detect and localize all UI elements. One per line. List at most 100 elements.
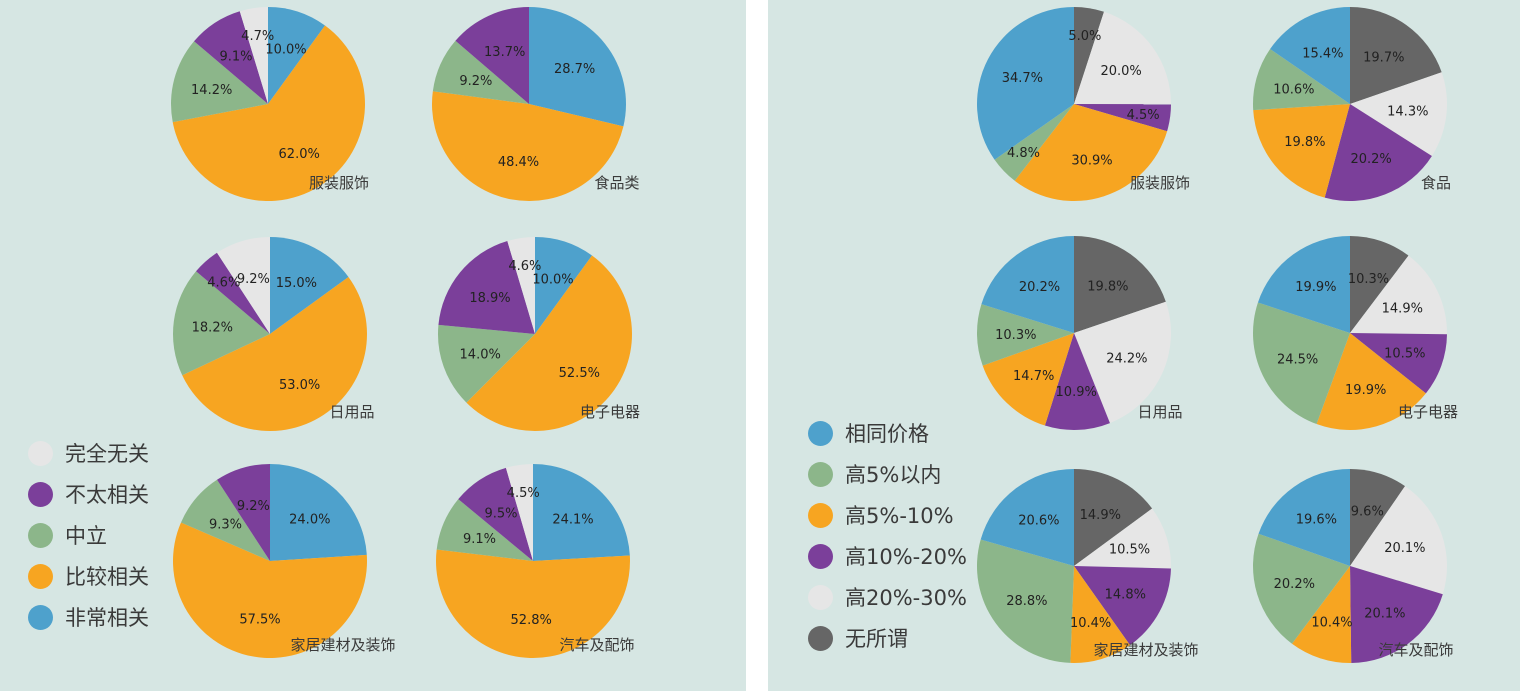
slice-data-label: 20.2% — [1274, 577, 1315, 592]
legend-item: 不太相关 — [28, 479, 149, 509]
slice-data-label: 10.5% — [1109, 543, 1150, 558]
pie-slice — [533, 464, 630, 561]
pie-slice — [507, 236, 535, 334]
slice-data-label: 20.1% — [1364, 607, 1405, 622]
pie-slice — [1074, 469, 1153, 566]
slice-data-label: 24.0% — [289, 513, 330, 528]
pie-slice — [431, 91, 624, 202]
legend-label: 高5%以内 — [845, 463, 942, 487]
slice-data-label: 30.9% — [1071, 153, 1112, 168]
pie-slice — [196, 252, 270, 334]
legend-label: 高5%-10% — [845, 504, 954, 528]
pie-slice — [172, 271, 270, 376]
slice-data-label: 10.4% — [1070, 616, 1111, 631]
slice-data-label: 9.3% — [209, 518, 242, 533]
legend-swatch — [28, 481, 53, 507]
slice-data-label: 9.1% — [463, 532, 496, 547]
pie-slice — [1070, 566, 1131, 663]
slice-data-label: 28.7% — [554, 62, 595, 77]
pie-slice — [1350, 486, 1447, 595]
pie-slice — [535, 237, 593, 334]
slice-data-label: 9.6% — [1351, 504, 1384, 519]
pie-slice — [270, 237, 349, 334]
pie-slice — [466, 255, 632, 432]
legend-item: 高10%-20% — [808, 541, 967, 571]
slice-data-label: 10.9% — [1056, 385, 1097, 400]
slice-data-label: 15.0% — [276, 276, 317, 291]
pie-slice — [1074, 508, 1172, 569]
slice-data-label: 4.6% — [508, 259, 541, 274]
slice-data-label: 5.0% — [1068, 29, 1101, 44]
slice-data-label: 13.7% — [484, 45, 525, 60]
pie-slice — [1350, 236, 1409, 333]
legend-swatch — [808, 584, 833, 610]
pie-chart: 10.3% 14.9% 10.5% 19.9% 24.5% 19.9% 电子电器 — [1253, 236, 1458, 431]
slice-data-label: 10.0% — [265, 43, 306, 58]
pie-slice — [976, 539, 1074, 663]
slice-data-label: 19.6% — [1296, 513, 1337, 528]
pie-title: 服装服饰 — [1130, 174, 1190, 192]
slice-data-label: 20.2% — [1350, 152, 1391, 167]
pie-slice — [436, 499, 533, 561]
pie-slice — [1252, 48, 1350, 111]
legend-swatch — [808, 625, 833, 651]
slice-data-label: 9.2% — [459, 74, 492, 89]
legend-item: 高5%以内 — [808, 459, 941, 489]
slice-data-label: 20.2% — [1019, 280, 1060, 295]
pie-slice — [1350, 7, 1442, 104]
legend-label: 完全无关 — [65, 442, 149, 466]
pie-slice — [529, 7, 626, 127]
legend-label: 无所谓 — [845, 627, 908, 651]
pie-slice — [268, 7, 326, 104]
slice-data-label: 57.5% — [239, 612, 280, 627]
legend-swatch — [28, 604, 53, 630]
slice-data-label: 52.5% — [559, 366, 600, 381]
pie-slice — [1014, 104, 1168, 201]
pie-chart: 14.9% 10.5% 14.8% 10.4% 28.8% 20.6% 家居建材及装饰 — [976, 468, 1199, 663]
right-chart-panel: 5.0% 20.0% 4.5% 30.9% 4.8% 34.7% 服装服饰 19.7% 14.3… — [768, 0, 1520, 691]
pie-slice — [1253, 302, 1350, 425]
legend-item: 相同价格 — [808, 418, 929, 448]
slice-data-label: 4.7% — [241, 29, 274, 44]
pie-title: 服装服饰 — [309, 174, 369, 192]
slice-data-label: 19.7% — [1363, 51, 1404, 66]
pie-slice — [1253, 533, 1350, 644]
legend-label: 高10%-20% — [845, 545, 967, 569]
right-pie-charts: 5.0% 20.0% 4.5% 30.9% 4.8% 34.7% 服装服饰 19.7% 14.3… — [976, 7, 1458, 663]
slice-data-label: 18.9% — [469, 291, 510, 306]
right-legend: 相同价格 高5%以内 高5%-10% 高10%-20% 高20%-30% 无所谓 — [808, 418, 1008, 668]
pie-chart: 19.7% 14.3% 20.2% 19.8% 10.6% 15.4% 食品 — [1252, 7, 1451, 201]
pie-title: 日用品 — [329, 403, 374, 421]
pie-slice — [1350, 469, 1406, 566]
pie-title: 电子电器 — [580, 403, 640, 421]
slice-data-label: 9.2% — [237, 499, 270, 514]
slice-data-label: 24.5% — [1277, 352, 1318, 367]
pie-title: 汽车及配饰 — [559, 636, 634, 654]
legend-swatch — [28, 522, 53, 548]
slice-data-label: 62.0% — [279, 147, 320, 162]
pie-slice — [1074, 7, 1104, 104]
pie-chart: 10.0% 62.0% 14.2% 9.1% 4.7% 服装服饰 — [171, 7, 369, 202]
pie-slice — [505, 464, 533, 561]
pie-slice — [270, 463, 367, 561]
pie-chart: 24.0% 57.5% 9.3% 9.2% 家居建材及装饰 — [173, 463, 396, 659]
slice-data-label: 52.8% — [511, 613, 552, 628]
pie-slice — [1074, 11, 1172, 105]
legend-label: 相同价格 — [845, 422, 929, 446]
pie-slice — [1074, 566, 1171, 646]
pie-chart: 28.7% 48.4% 9.2% 13.7% 食品类 — [431, 7, 640, 202]
legend-item: 高5%-10% — [808, 500, 954, 530]
pie-slice — [180, 479, 270, 561]
pie-slice — [438, 241, 535, 334]
slice-data-label: 4.8% — [1007, 146, 1040, 161]
pie-slice — [1324, 104, 1432, 201]
pie-slice — [1074, 301, 1172, 424]
pie-slice — [182, 276, 367, 431]
slice-data-label: 19.8% — [1284, 135, 1325, 150]
legend-item: 完全无关 — [28, 438, 149, 468]
slice-data-label: 19.9% — [1295, 280, 1336, 295]
slice-data-label: 18.2% — [192, 320, 233, 335]
pie-slice — [437, 324, 535, 403]
pie-slice — [217, 464, 270, 561]
pie-chart: 19.8% 24.2% 10.9%14.7% 10.3% 20.2% 日用品 — [976, 236, 1183, 431]
